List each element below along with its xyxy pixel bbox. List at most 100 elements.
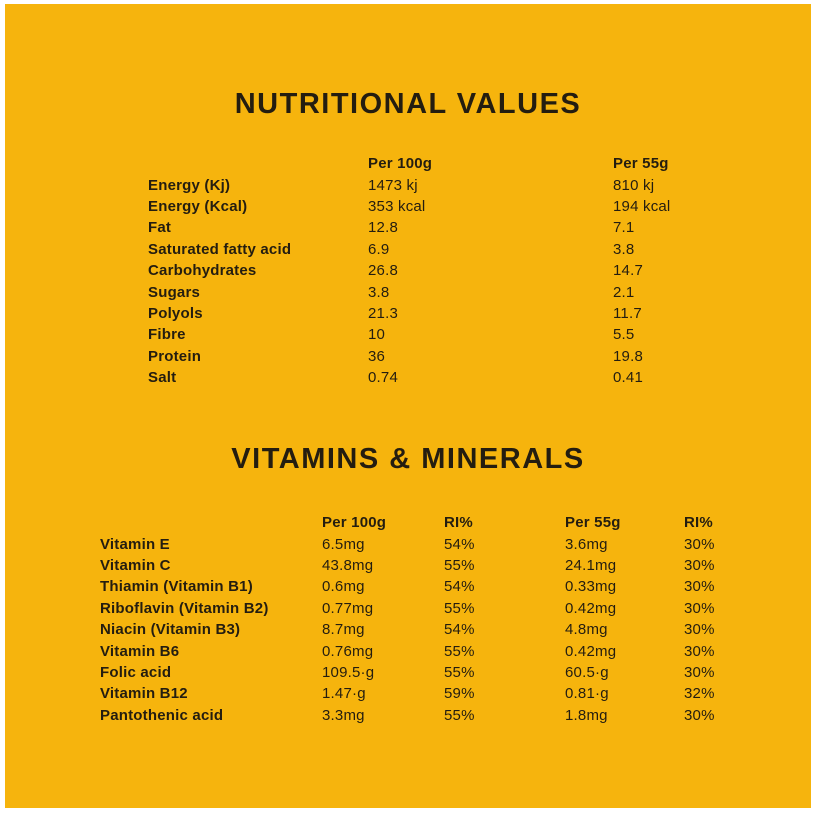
value-ri100: 55% bbox=[444, 599, 475, 617]
nutrition-label-sheet: NUTRITIONAL VALUES Per 100g Per 55g Ener… bbox=[5, 4, 811, 808]
value-ri100: 55% bbox=[444, 556, 475, 574]
value-per55g: 4.8mg bbox=[565, 621, 608, 639]
row-label: Energy (Kj) bbox=[148, 176, 231, 194]
value-per100g: 0.77mg bbox=[322, 599, 374, 617]
value-per100g: 3.8 bbox=[368, 283, 390, 301]
table-row: Saturated fatty acid 6.9 3.8 bbox=[148, 239, 783, 260]
table-row: Polyols 21.3 11.7 bbox=[148, 303, 783, 324]
row-label: Fibre bbox=[148, 326, 186, 344]
value-ri55: 30% bbox=[684, 642, 715, 660]
value-ri100: 59% bbox=[444, 685, 475, 703]
value-ri100: 55% bbox=[444, 663, 475, 681]
value-per55g: 14.7 bbox=[613, 262, 643, 280]
value-per55g: 2.1 bbox=[613, 283, 635, 301]
value-per100g: 353 kcal bbox=[368, 197, 426, 215]
value-per55g: 0.81·g bbox=[565, 685, 609, 703]
row-label: Salt bbox=[148, 369, 177, 387]
value-per55g: 0.41 bbox=[613, 369, 643, 387]
value-ri55: 30% bbox=[684, 578, 715, 596]
table-row: Vitamin B6 0.76mg 55% 0.42mg 30% bbox=[100, 640, 774, 661]
section-title-nutritional-values: NUTRITIONAL VALUES bbox=[234, 88, 582, 120]
table-row: Niacin (Vitamin B3) 8.7mg 54% 4.8mg 30% bbox=[100, 619, 774, 640]
value-ri100: 54% bbox=[444, 621, 475, 639]
row-label: Vitamin B12 bbox=[100, 685, 188, 703]
value-per55g: 19.8 bbox=[613, 347, 643, 365]
value-per100g: 6.5mg bbox=[322, 535, 365, 553]
table-row: Thiamin (Vitamin B1) 0.6mg 54% 0.33mg 30… bbox=[100, 576, 774, 597]
value-ri100: 54% bbox=[444, 535, 475, 553]
value-ri100: 54% bbox=[444, 578, 475, 596]
table-row: Riboflavin (Vitamin B2) 0.77mg 55% 0.42m… bbox=[100, 598, 774, 619]
value-per100g: 26.8 bbox=[368, 262, 398, 280]
value-per100g: 1.47·g bbox=[322, 685, 366, 703]
value-per100g: 21.3 bbox=[368, 304, 398, 322]
table-row: Fibre 10 5.5 bbox=[148, 324, 783, 345]
vitamins-minerals-table: Per 100g RI% Per 55g RI% Vitamin E 6.5mg… bbox=[100, 512, 774, 726]
value-per55g: 0.33mg bbox=[565, 578, 617, 596]
value-per100g: 10 bbox=[368, 326, 386, 344]
value-per100g: 43.8mg bbox=[322, 556, 374, 574]
row-label: Thiamin (Vitamin B1) bbox=[100, 578, 253, 596]
value-ri55: 32% bbox=[684, 685, 715, 703]
value-ri55: 30% bbox=[684, 599, 715, 617]
row-label: Energy (Kcal) bbox=[148, 197, 248, 215]
value-per100g: 12.8 bbox=[368, 219, 398, 237]
column-header-per100g: Per 100g bbox=[368, 155, 433, 173]
value-ri100: 55% bbox=[444, 706, 475, 724]
value-per100g: 1473 kj bbox=[368, 176, 418, 194]
value-per55g: 194 kcal bbox=[613, 197, 671, 215]
row-label: Sugars bbox=[148, 283, 201, 301]
value-per55g: 5.5 bbox=[613, 326, 635, 344]
value-per100g: 0.76mg bbox=[322, 642, 374, 660]
row-label: Pantothenic acid bbox=[100, 706, 224, 724]
value-per100g: 0.6mg bbox=[322, 578, 365, 596]
value-ri100: 55% bbox=[444, 642, 475, 660]
section-title-vitamins-minerals: VITAMINS & MINERALS bbox=[231, 443, 585, 475]
row-label: Saturated fatty acid bbox=[148, 240, 292, 258]
table-row: Sugars 3.8 2.1 bbox=[148, 281, 783, 302]
table-row: Fat 12.8 7.1 bbox=[148, 217, 783, 238]
table-row: Folic acid 109.5·g 55% 60.5·g 30% bbox=[100, 662, 774, 683]
row-label: Riboflavin (Vitamin B2) bbox=[100, 599, 269, 617]
row-label: Polyols bbox=[148, 304, 203, 322]
value-per55g: 3.6mg bbox=[565, 535, 608, 553]
table-header-row: Per 100g RI% Per 55g RI% bbox=[100, 512, 774, 533]
table-row: Vitamin E 6.5mg 54% 3.6mg 30% bbox=[100, 533, 774, 554]
table-row: Carbohydrates 26.8 14.7 bbox=[148, 260, 783, 281]
column-header-per55g: Per 55g bbox=[613, 155, 669, 173]
value-per100g: 8.7mg bbox=[322, 621, 365, 639]
value-per55g: 0.42mg bbox=[565, 642, 617, 660]
table-header-row: Per 100g Per 55g bbox=[148, 153, 783, 174]
column-header-ri100: RI% bbox=[444, 514, 473, 532]
value-per100g: 36 bbox=[368, 347, 386, 365]
value-per55g: 0.42mg bbox=[565, 599, 617, 617]
table-row: Vitamin B12 1.47·g 59% 0.81·g 32% bbox=[100, 683, 774, 704]
row-label: Vitamin B6 bbox=[100, 642, 180, 660]
value-per100g: 109.5·g bbox=[322, 663, 375, 681]
row-label: Folic acid bbox=[100, 663, 172, 681]
row-label: Vitamin C bbox=[100, 556, 171, 574]
table-row: Pantothenic acid 3.3mg 55% 1.8mg 30% bbox=[100, 705, 774, 726]
value-per100g: 6.9 bbox=[368, 240, 390, 258]
row-label: Protein bbox=[148, 347, 202, 365]
value-per55g: 1.8mg bbox=[565, 706, 608, 724]
value-per100g: 0.74 bbox=[368, 369, 398, 387]
value-ri55: 30% bbox=[684, 706, 715, 724]
column-header-per100g: Per 100g bbox=[322, 514, 387, 532]
table-row: Salt 0.74 0.41 bbox=[148, 367, 783, 388]
table-row: Energy (Kcal) 353 kcal 194 kcal bbox=[148, 196, 783, 217]
column-header-per55g: Per 55g bbox=[565, 514, 621, 532]
value-per55g: 11.7 bbox=[613, 304, 642, 322]
value-ri55: 30% bbox=[684, 535, 715, 553]
value-ri55: 30% bbox=[684, 663, 715, 681]
table-row: Protein 36 19.8 bbox=[148, 346, 783, 367]
row-label: Niacin (Vitamin B3) bbox=[100, 621, 241, 639]
table-row: Energy (Kj) 1473 kj 810 kj bbox=[148, 174, 783, 195]
value-ri55: 30% bbox=[684, 621, 715, 639]
row-label: Vitamin E bbox=[100, 535, 170, 553]
value-per55g: 7.1 bbox=[613, 219, 635, 237]
value-per55g: 60.5·g bbox=[565, 663, 609, 681]
row-label: Fat bbox=[148, 219, 172, 237]
nutrition-values-table: Per 100g Per 55g Energy (Kj) 1473 kj 810… bbox=[148, 153, 783, 388]
